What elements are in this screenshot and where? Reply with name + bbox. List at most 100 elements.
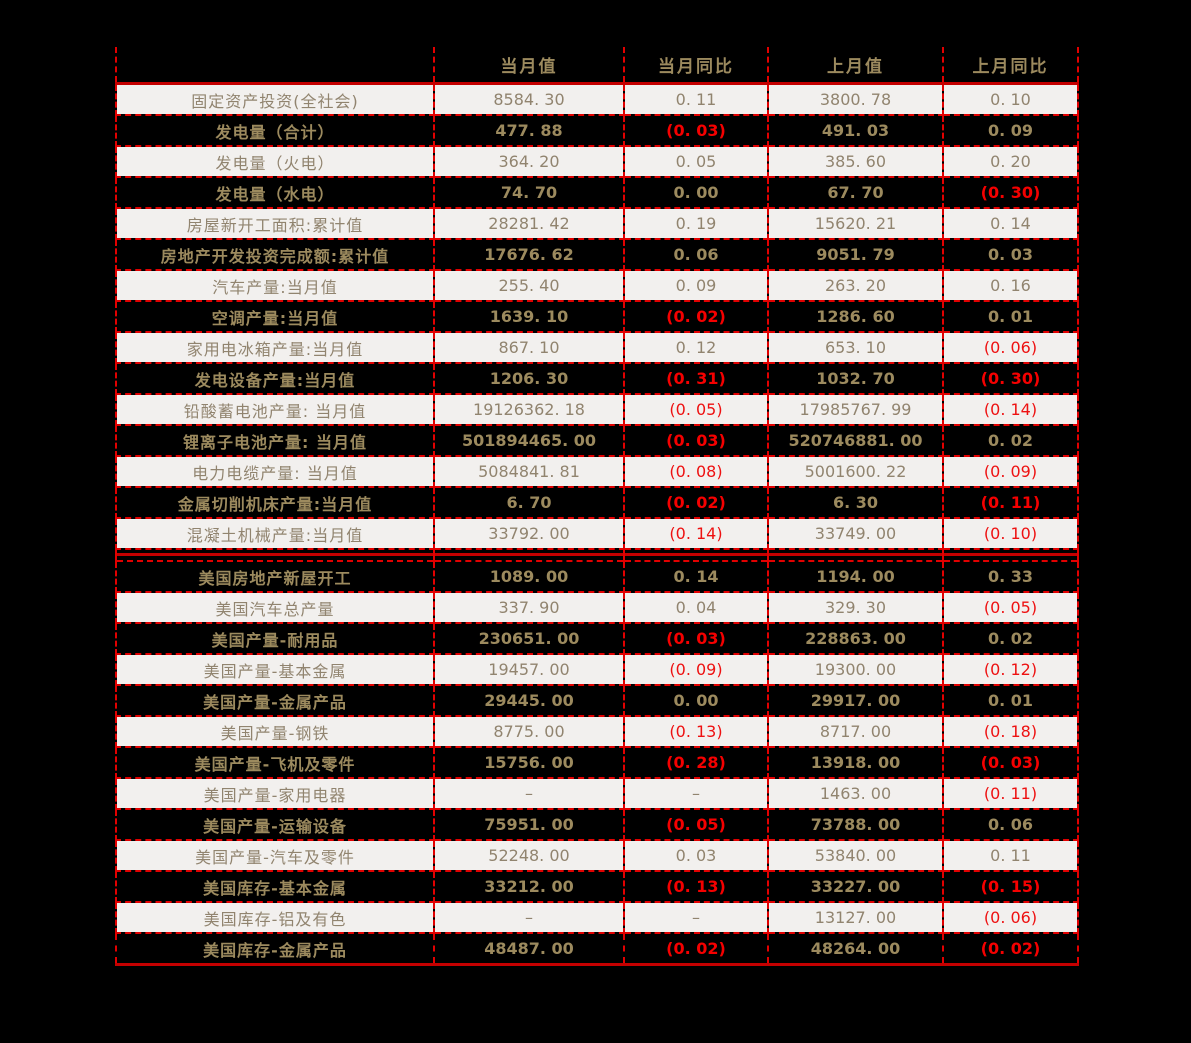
current-month-yoy-cell: (0. 03) <box>623 424 769 457</box>
current-month-yoy-cell: (0. 02) <box>623 486 769 519</box>
row-label: 房屋新开工面积:累计值 <box>115 207 435 240</box>
current-month-value-cell: 29445. 00 <box>433 684 625 717</box>
table-row: 美国产量-基本金属 19457. 00 (0. 09) 19300. 00 (0… <box>115 653 1079 686</box>
prev-month-value-cell: 491. 03 <box>767 114 944 147</box>
current-month-value-cell: 1089. 00 <box>433 560 625 593</box>
prev-month-value-cell: 3800. 78 <box>767 82 944 116</box>
row-label: 家用电冰箱产量:当月值 <box>115 331 435 364</box>
current-month-value-cell: 19457. 00 <box>433 653 625 686</box>
current-month-value-cell: 33212. 00 <box>433 870 625 903</box>
table-row: 固定资产投资(全社会) 8584. 30 0. 11 3800. 78 0. 1… <box>115 82 1079 116</box>
current-month-value-cell: – <box>433 901 625 934</box>
current-month-value-cell: 19126362. 18 <box>433 393 625 426</box>
row-label: 美国库存-铝及有色 <box>115 901 435 934</box>
current-month-value-cell: 48487. 00 <box>433 932 625 966</box>
row-label: 金属切削机床产量:当月值 <box>115 486 435 519</box>
current-month-value-cell: 501894465. 00 <box>433 424 625 457</box>
row-label: 美国房地产新屋开工 <box>115 560 435 593</box>
row-label: 美国汽车总产量 <box>115 591 435 624</box>
current-month-yoy-cell: (0. 03) <box>623 114 769 147</box>
current-month-yoy-cell: (0. 02) <box>623 932 769 966</box>
prev-month-yoy-cell: 0. 11 <box>942 839 1079 872</box>
prev-month-yoy-cell: 0. 09 <box>942 114 1079 147</box>
prev-month-value-cell: 48264. 00 <box>767 932 944 966</box>
row-label: 锂离子电池产量: 当月值 <box>115 424 435 457</box>
table-row: 美国库存-基本金属 33212. 00 (0. 13) 33227. 00 (0… <box>115 870 1079 903</box>
prev-month-yoy-cell: 0. 14 <box>942 207 1079 240</box>
row-label: 美国产量-汽车及零件 <box>115 839 435 872</box>
prev-month-value-cell: 67. 70 <box>767 176 944 209</box>
prev-month-value-cell: 385. 60 <box>767 145 944 178</box>
current-month-yoy-cell: (0. 14) <box>623 517 769 550</box>
prev-month-value-cell: 1463. 00 <box>767 777 944 810</box>
prev-month-yoy-cell: (0. 10) <box>942 517 1079 550</box>
row-label: 电力电缆产量: 当月值 <box>115 455 435 488</box>
table-row: 美国产量-耐用品 230651. 00 (0. 03) 228863. 00 0… <box>115 622 1079 655</box>
column-header-prev-month-yoy: 上月同比 <box>942 47 1079 85</box>
prev-month-value-cell: 29917. 00 <box>767 684 944 717</box>
table-row: 发电量（水电） 74. 70 0. 00 67. 70 (0. 30) <box>115 176 1079 209</box>
table-row: 美国产量-运输设备 75951. 00 (0. 05) 73788. 00 0.… <box>115 808 1079 841</box>
prev-month-yoy-cell: (0. 06) <box>942 331 1079 364</box>
table-body: 固定资产投资(全社会) 8584. 30 0. 11 3800. 78 0. 1… <box>115 82 1079 966</box>
current-month-value-cell: 28281. 42 <box>433 207 625 240</box>
current-month-value-cell: 74. 70 <box>433 176 625 209</box>
prev-month-yoy-cell: (0. 15) <box>942 870 1079 903</box>
current-month-value-cell: 867. 10 <box>433 331 625 364</box>
row-label: 美国库存-基本金属 <box>115 870 435 903</box>
row-label: 房地产开发投资完成额:累计值 <box>115 238 435 271</box>
prev-month-value-cell: 5001600. 22 <box>767 455 944 488</box>
table-row: 发电量（合计） 477. 88 (0. 03) 491. 03 0. 09 <box>115 114 1079 147</box>
table-row: 铅酸蓄电池产量: 当月值 19126362. 18 (0. 05) 179857… <box>115 393 1079 426</box>
column-header-current-month-yoy: 当月同比 <box>623 47 769 85</box>
current-month-value-cell: 6. 70 <box>433 486 625 519</box>
current-month-yoy-cell: 0. 14 <box>623 560 769 593</box>
prev-month-yoy-cell: (0. 09) <box>942 455 1079 488</box>
prev-month-yoy-cell: 0. 10 <box>942 82 1079 116</box>
current-month-value-cell: 33792. 00 <box>433 517 625 550</box>
table-row: 美国产量-汽车及零件 52248. 00 0. 03 53840. 00 0. … <box>115 839 1079 872</box>
current-month-value-cell: 15756. 00 <box>433 746 625 779</box>
table-row: 发电量（火电） 364. 20 0. 05 385. 60 0. 20 <box>115 145 1079 178</box>
table-row: 汽车产量:当月值 255. 40 0. 09 263. 20 0. 16 <box>115 269 1079 302</box>
prev-month-yoy-cell: 0. 03 <box>942 238 1079 271</box>
prev-month-yoy-cell: (0. 02) <box>942 932 1079 966</box>
prev-month-yoy-cell: (0. 11) <box>942 486 1079 519</box>
row-label: 美国产量-飞机及零件 <box>115 746 435 779</box>
prev-month-value-cell: 13918. 00 <box>767 746 944 779</box>
current-month-yoy-cell: 0. 06 <box>623 238 769 271</box>
prev-month-value-cell: 19300. 00 <box>767 653 944 686</box>
current-month-yoy-cell: 0. 00 <box>623 684 769 717</box>
current-month-yoy-cell: 0. 05 <box>623 145 769 178</box>
current-month-yoy-cell: – <box>623 901 769 934</box>
current-month-value-cell: 364. 20 <box>433 145 625 178</box>
economic-data-table: 当月值 当月同比 上月值 上月同比 固定资产投资(全社会) 8584. 30 0… <box>115 47 1079 966</box>
current-month-yoy-cell: 0. 11 <box>623 82 769 116</box>
row-label: 发电量（合计） <box>115 114 435 147</box>
current-month-value-cell: 8584. 30 <box>433 82 625 116</box>
prev-month-value-cell: 13127. 00 <box>767 901 944 934</box>
column-header-indicator <box>115 47 435 85</box>
row-label: 发电量（火电） <box>115 145 435 178</box>
current-month-yoy-cell: 0. 12 <box>623 331 769 364</box>
prev-month-value-cell: 263. 20 <box>767 269 944 302</box>
prev-month-value-cell: 228863. 00 <box>767 622 944 655</box>
table-row: 家用电冰箱产量:当月值 867. 10 0. 12 653. 10 (0. 06… <box>115 331 1079 364</box>
row-label: 美国产量-运输设备 <box>115 808 435 841</box>
prev-month-value-cell: 17985767. 99 <box>767 393 944 426</box>
current-month-value-cell: 230651. 00 <box>433 622 625 655</box>
prev-month-value-cell: 329. 30 <box>767 591 944 624</box>
current-month-yoy-cell: (0. 13) <box>623 870 769 903</box>
current-month-value-cell: 255. 40 <box>433 269 625 302</box>
prev-month-yoy-cell: (0. 18) <box>942 715 1079 748</box>
table-row: 房屋新开工面积:累计值 28281. 42 0. 19 15620. 21 0.… <box>115 207 1079 240</box>
table-row: 房地产开发投资完成额:累计值 17676. 62 0. 06 9051. 79 … <box>115 238 1079 271</box>
table-row: 美国产量-家用电器 – – 1463. 00 (0. 11) <box>115 777 1079 810</box>
prev-month-yoy-cell: (0. 05) <box>942 591 1079 624</box>
section-separator <box>115 549 1079 561</box>
table-row: 混凝土机械产量:当月值 33792. 00 (0. 14) 33749. 00 … <box>115 517 1079 550</box>
current-month-value-cell: 52248. 00 <box>433 839 625 872</box>
prev-month-value-cell: 33227. 00 <box>767 870 944 903</box>
row-label: 发电量（水电） <box>115 176 435 209</box>
table-row: 空调产量:当月值 1639. 10 (0. 02) 1286. 60 0. 01 <box>115 300 1079 333</box>
